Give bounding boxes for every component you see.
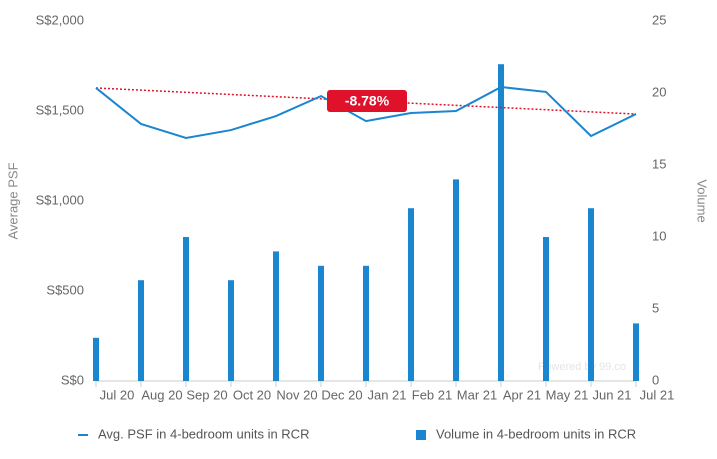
bar xyxy=(543,237,549,381)
x-tick-label: Jun 21 xyxy=(592,387,631,402)
y2-tick-label: 15 xyxy=(652,156,666,171)
x-tick-label: Jul 21 xyxy=(640,387,675,402)
x-tick-label: Oct 20 xyxy=(233,387,271,402)
x-tick-label: Apr 21 xyxy=(503,387,541,402)
x-tick-label: Aug 20 xyxy=(141,387,182,402)
x-tick-label: Feb 21 xyxy=(412,387,452,402)
bar xyxy=(498,64,504,381)
y-tick-label: S$500 xyxy=(46,282,84,297)
bar xyxy=(228,280,234,381)
y-tick-label: S$0 xyxy=(61,372,84,387)
legend-label: Avg. PSF in 4-bedroom units in RCR xyxy=(98,426,309,441)
y-axis-title: Average PSF xyxy=(5,162,20,239)
line xyxy=(95,86,637,140)
bar xyxy=(588,208,594,381)
bar xyxy=(318,265,324,381)
y2-tick-label: 20 xyxy=(652,84,666,99)
legend-swatch xyxy=(416,430,426,440)
y2-tick-label: 5 xyxy=(652,300,659,315)
x-tick-label: May 21 xyxy=(546,387,589,402)
x-tick-label: Nov 20 xyxy=(276,387,317,402)
y-tick-label: S$2,000 xyxy=(36,12,84,27)
annotation-box xyxy=(327,90,407,113)
x-tick-label: Jan 21 xyxy=(367,387,406,402)
bar xyxy=(138,280,144,381)
x-tick-label: Sep 20 xyxy=(186,387,227,402)
x-tick-label: Dec 20 xyxy=(321,387,362,402)
annotation: -8.78% xyxy=(345,93,390,109)
bar xyxy=(93,337,99,381)
x-tick-label: Jul 20 xyxy=(100,387,135,402)
y2-tick-label: 25 xyxy=(652,12,666,27)
bar xyxy=(183,237,189,381)
x-tick-label: Mar 21 xyxy=(457,387,497,402)
y2-tick-label: 0 xyxy=(652,372,659,387)
watermark: Powered by 99.co xyxy=(538,361,626,373)
bar xyxy=(633,323,639,381)
y2-axis-title: Volume xyxy=(695,179,710,222)
bar xyxy=(408,208,414,381)
y2-tick-label: 10 xyxy=(652,228,666,243)
bar xyxy=(453,179,459,381)
bar xyxy=(273,251,279,381)
bar xyxy=(363,265,369,381)
y-tick-label: S$1,500 xyxy=(36,102,84,117)
legend-label: Volume in 4-bedroom units in RCR xyxy=(436,426,636,441)
y-tick-label: S$1,000 xyxy=(36,192,84,207)
